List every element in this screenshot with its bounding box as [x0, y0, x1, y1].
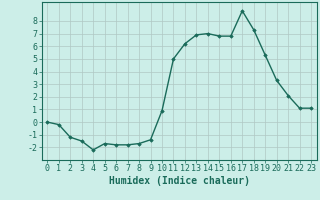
X-axis label: Humidex (Indice chaleur): Humidex (Indice chaleur)	[109, 176, 250, 186]
